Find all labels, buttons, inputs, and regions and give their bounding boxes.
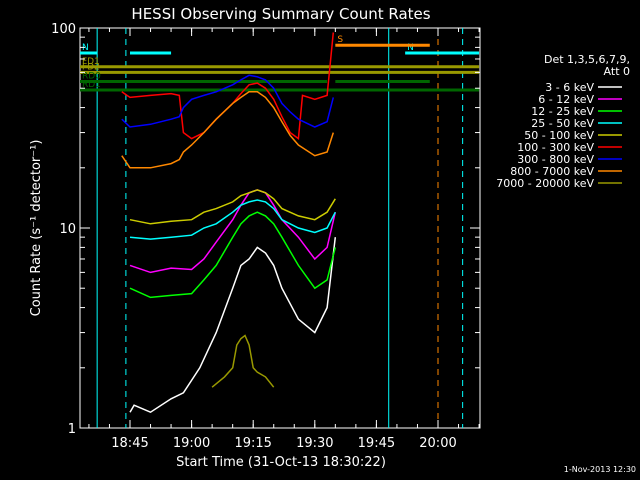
vertical-markers [96, 28, 464, 428]
legend-label-2: 12 - 25 keV [531, 105, 594, 118]
x-tick-label-0: 18:45 [111, 436, 148, 451]
series-line-6 [121, 74, 335, 128]
legend-label-8: 7000 - 20000 keV [496, 177, 594, 190]
flag-label-fd1-3: FD1 [82, 57, 100, 67]
flag-label-n-0: N [82, 43, 89, 53]
plot-frame [79, 27, 481, 429]
series-line-5 [121, 32, 335, 140]
series-line-8 [211, 334, 275, 388]
series-line-2 [129, 211, 337, 299]
legend-label-1: 6 - 12 keV [538, 93, 594, 106]
x-tick-label-1: 19:00 [173, 436, 210, 451]
legend-label-0: 3 - 6 keV [545, 81, 594, 94]
x-tick-label-2: 19:15 [234, 436, 271, 451]
flag-label-s-2: S [337, 35, 343, 45]
y-tick-label-0: 1 [68, 422, 76, 437]
series-line-3 [129, 199, 336, 240]
flag-label-rd1-6: RD1 [82, 80, 101, 90]
x-tick-label-5: 20:00 [419, 436, 456, 451]
legend-label-6: 300 - 800 keV [517, 153, 594, 166]
x-axis-label: Start Time (31-Oct-13 18:30:22) [176, 455, 386, 470]
y-axis-label: Count Rate (s⁻¹ detector⁻¹) [29, 140, 44, 317]
series-lines [121, 32, 337, 414]
footer-date: 1-Nov-2013 12:30 [564, 465, 636, 474]
x-tick-label-3: 19:30 [296, 436, 333, 451]
legend-label-5: 100 - 300 keV [517, 141, 594, 154]
legend-label-3: 25 - 50 keV [531, 117, 594, 130]
y-tick-label-1: 10 [59, 222, 76, 237]
legend-title-1: Att 0 [604, 65, 630, 78]
legend-label-7: 800 - 7000 keV [510, 165, 594, 178]
x-tick-label-4: 19:45 [358, 436, 395, 451]
flag-label-fd2-4: FD2 [82, 62, 100, 72]
y-tick-label-2: 100 [51, 22, 76, 37]
series-line-7 [121, 91, 335, 169]
flag-label-n-1: N [407, 43, 414, 53]
chart-title: HESSI Observing Summary Count Rates [131, 5, 430, 23]
axis-ticks: 18:45 19:00 19:15 19:30 19:45 20:00 1 10 100 [51, 22, 480, 451]
series-line-0 [129, 237, 337, 414]
legend-title-0: Det 1,3,5,6,7,9, [544, 53, 630, 66]
legend-label-4: 50 - 100 keV [524, 129, 594, 142]
flag-label-rd0-5: RD0 [82, 72, 101, 82]
series-line-4 [129, 189, 336, 225]
